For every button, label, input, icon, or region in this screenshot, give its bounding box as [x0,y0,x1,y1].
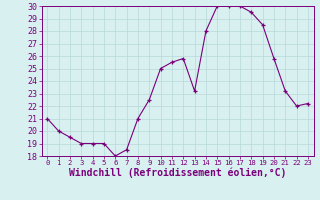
X-axis label: Windchill (Refroidissement éolien,°C): Windchill (Refroidissement éolien,°C) [69,168,286,178]
